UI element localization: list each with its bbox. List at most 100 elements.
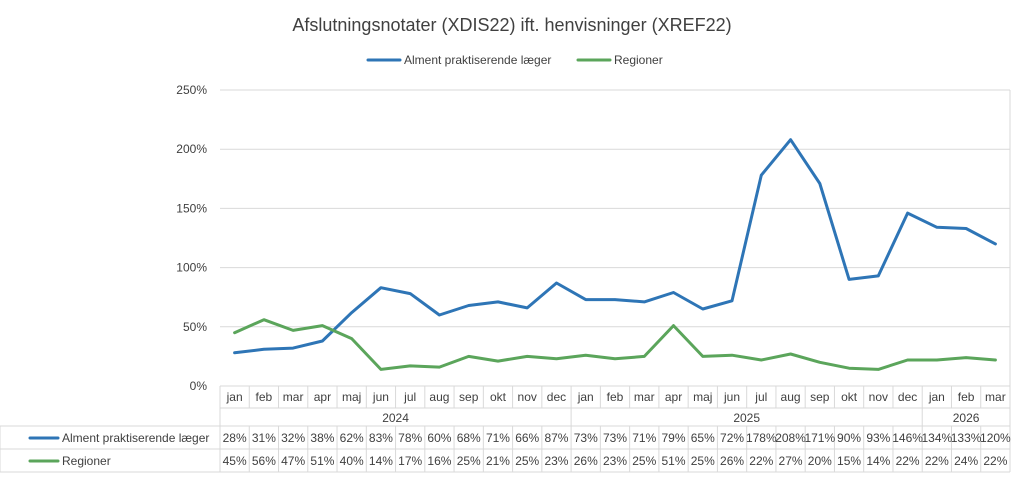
data-point bbox=[847, 278, 851, 281]
data-label: 15% bbox=[837, 454, 861, 468]
data-point bbox=[467, 355, 470, 358]
data-point bbox=[906, 211, 909, 215]
data-label: 28% bbox=[223, 431, 247, 445]
data-label: 171% bbox=[804, 431, 835, 445]
data-point bbox=[233, 351, 236, 355]
data-point bbox=[584, 354, 587, 357]
year-label: 2024 bbox=[382, 411, 409, 425]
data-label: 22% bbox=[896, 454, 920, 468]
data-label: 83% bbox=[369, 431, 393, 445]
data-point bbox=[496, 300, 500, 304]
data-point bbox=[906, 358, 909, 362]
data-label: 72% bbox=[720, 431, 744, 445]
data-point bbox=[321, 339, 324, 343]
table-series-label: Alment praktiserende læger bbox=[62, 431, 209, 445]
data-label: 23% bbox=[603, 454, 627, 468]
data-label: 178% bbox=[746, 431, 777, 445]
x-tick-label: dec bbox=[547, 390, 566, 404]
data-point bbox=[262, 318, 266, 321]
data-point bbox=[935, 358, 939, 362]
x-tick-label: jan bbox=[928, 390, 945, 404]
data-point bbox=[291, 346, 295, 350]
data-label: 14% bbox=[369, 454, 393, 468]
data-point bbox=[877, 368, 880, 371]
data-point bbox=[730, 299, 734, 302]
data-point bbox=[760, 174, 763, 177]
series-lines bbox=[233, 138, 997, 371]
x-tick-label: mar bbox=[985, 390, 1006, 404]
data-label: 93% bbox=[866, 431, 890, 445]
data-label: 79% bbox=[662, 431, 686, 445]
data-label: 62% bbox=[340, 431, 364, 445]
data-label: 25% bbox=[632, 454, 656, 468]
data-label: 134% bbox=[922, 431, 953, 445]
data-label: 26% bbox=[574, 454, 598, 468]
data-label: 20% bbox=[808, 454, 832, 468]
data-point bbox=[701, 355, 704, 358]
data-point bbox=[672, 324, 675, 327]
chart-title: Afslutningsnotater (XDIS22) ift. henvisn… bbox=[292, 15, 731, 35]
x-tick-label: jan bbox=[577, 390, 594, 404]
y-tick-label: 150% bbox=[176, 201, 207, 215]
x-tick-label: sep bbox=[459, 390, 479, 404]
data-label: 40% bbox=[340, 454, 364, 468]
x-tick-label: apr bbox=[314, 390, 331, 404]
data-point bbox=[526, 355, 529, 358]
data-label: 71% bbox=[486, 431, 510, 445]
data-label: 51% bbox=[662, 454, 686, 468]
data-point bbox=[964, 356, 968, 359]
data-point bbox=[730, 354, 734, 357]
data-label: 146% bbox=[892, 431, 923, 445]
data-point bbox=[818, 182, 822, 185]
data-label: 73% bbox=[574, 431, 598, 445]
data-point bbox=[350, 311, 353, 314]
data-point bbox=[321, 324, 324, 327]
x-tick-label: jul bbox=[754, 390, 767, 404]
y-tick-label: 250% bbox=[176, 83, 207, 97]
data-label: 16% bbox=[427, 454, 451, 468]
x-tick-label: nov bbox=[518, 390, 537, 404]
x-tick-label: feb bbox=[607, 390, 624, 404]
x-tick-label: mar bbox=[634, 390, 655, 404]
data-label: 66% bbox=[515, 431, 539, 445]
data-label: 22% bbox=[749, 454, 773, 468]
data-point bbox=[262, 348, 266, 351]
data-label: 71% bbox=[632, 431, 656, 445]
data-point bbox=[379, 368, 383, 371]
data-label: 60% bbox=[427, 431, 451, 445]
data-point bbox=[672, 291, 675, 294]
x-tick-label: sep bbox=[810, 390, 830, 404]
x-tick-label: apr bbox=[665, 390, 682, 404]
x-tick-label: jun bbox=[723, 390, 740, 404]
data-point bbox=[438, 313, 441, 317]
data-label: 87% bbox=[544, 431, 568, 445]
grid bbox=[220, 89, 1010, 328]
data-label: 73% bbox=[603, 431, 627, 445]
data-label: 23% bbox=[544, 454, 568, 468]
data-point bbox=[701, 307, 704, 311]
y-tick-label: 50% bbox=[183, 320, 207, 334]
data-point bbox=[496, 359, 500, 363]
data-label: 25% bbox=[457, 454, 481, 468]
data-label: 38% bbox=[310, 431, 334, 445]
data-point bbox=[877, 274, 880, 278]
data-label: 133% bbox=[951, 431, 982, 445]
year-label: 2026 bbox=[953, 411, 980, 425]
data-label: 22% bbox=[983, 454, 1007, 468]
data-label: 68% bbox=[457, 431, 481, 445]
data-label: 32% bbox=[281, 431, 305, 445]
x-tick-label: feb bbox=[958, 390, 975, 404]
data-label: 14% bbox=[866, 454, 890, 468]
legend: Alment praktiserende læger Regioner bbox=[366, 53, 663, 67]
legend-label: Alment praktiserende læger bbox=[404, 53, 551, 67]
x-tick-label: mar bbox=[283, 390, 304, 404]
data-point bbox=[643, 300, 646, 304]
data-point bbox=[526, 306, 529, 310]
x-tick-label: aug bbox=[781, 390, 801, 404]
data-label: 65% bbox=[691, 431, 715, 445]
data-label: 90% bbox=[837, 431, 861, 445]
data-point bbox=[847, 367, 851, 370]
x-tick-label: dec bbox=[898, 390, 917, 404]
